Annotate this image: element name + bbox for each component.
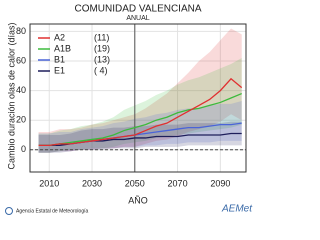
- y-tick-label: 0: [21, 144, 26, 154]
- y-tick-label: 20: [16, 115, 26, 125]
- y-axis-label: Cambio duración olas de calor (días): [6, 22, 16, 169]
- range-band: [38, 58, 242, 153]
- footer-icon: [5, 207, 13, 215]
- x-axis-label: AÑO: [128, 195, 148, 205]
- x-tick-label: 2010: [39, 178, 59, 188]
- logo: AEMet: [221, 204, 253, 215]
- series-line: [38, 77, 243, 147]
- x-tick-label: 2050: [125, 178, 145, 188]
- legend-count: (13): [94, 54, 110, 64]
- x-tick-label: 2070: [168, 178, 188, 188]
- footer-text: Agencia Estatal de Meteorología: [16, 208, 88, 214]
- legend-label: A1B: [54, 43, 71, 53]
- legend-label: B1: [54, 54, 65, 64]
- legend-count: ( 4): [94, 65, 108, 75]
- y-tick-label: 40: [16, 85, 26, 95]
- legend-count: (19): [94, 43, 110, 53]
- plot-frame: [29, 23, 247, 173]
- range-band: [38, 28, 242, 153]
- series-line: [38, 92, 242, 147]
- legend-label: A2: [54, 32, 65, 42]
- chart: COMUNIDAD VALENCIANA ANUAL Cambio duraci…: [5, 4, 253, 215]
- legend-label: E1: [54, 65, 65, 75]
- legend-count: (11): [94, 32, 109, 42]
- y-tick-label: 80: [16, 26, 26, 36]
- x-tick-label: 2030: [82, 178, 102, 188]
- y-tick-label: 60: [16, 55, 26, 65]
- chart-title: COMUNIDAD VALENCIANA: [74, 4, 201, 15]
- range-band: [38, 121, 242, 153]
- x-tick-label: 2090: [210, 178, 230, 188]
- chart-subtitle: ANUAL: [126, 15, 149, 22]
